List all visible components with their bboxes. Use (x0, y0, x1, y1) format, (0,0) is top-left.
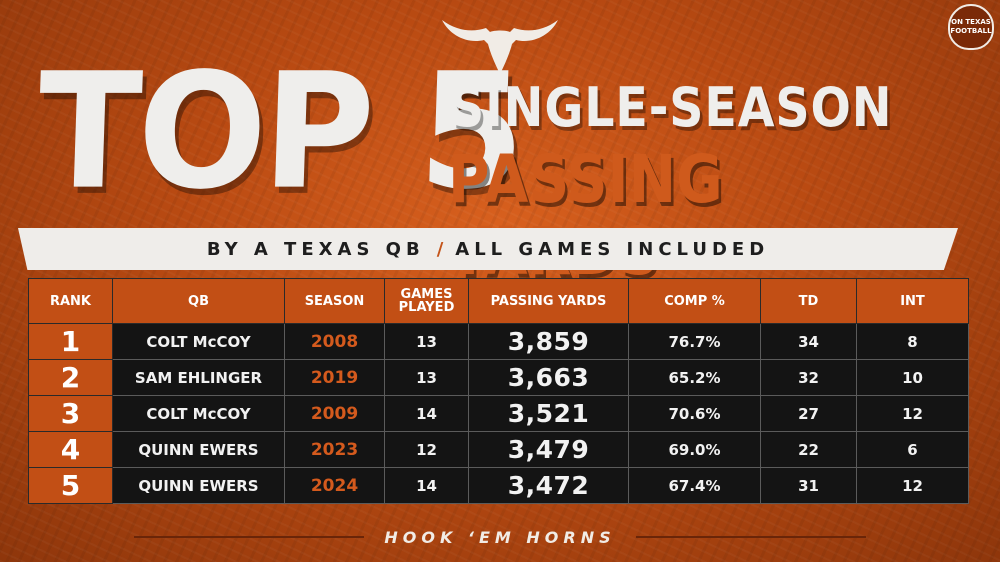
table-row: 4 QUINN EWERS 2023 12 3,479 69.0% 22 6 (28, 431, 969, 468)
subtitle-bar: BY A TEXAS QB / ALL GAMES INCLUDED (18, 228, 958, 270)
comp-cell: 76.7% (628, 323, 761, 360)
header-td: TD (760, 278, 857, 324)
qb-cell: SAM EHLINGER (112, 359, 285, 396)
yards-cell: 3,472 (468, 467, 629, 504)
int-cell: 12 (856, 467, 969, 504)
header-int: INT (856, 278, 969, 324)
games-cell: 14 (384, 467, 469, 504)
td-cell: 27 (760, 395, 857, 432)
games-cell: 13 (384, 359, 469, 396)
season-cell: 2009 (284, 395, 385, 432)
comp-cell: 69.0% (628, 431, 761, 468)
stats-table: RANK QB SEASON GAMES PLAYED PASSING YARD… (28, 278, 969, 504)
yards-cell: 3,859 (468, 323, 629, 360)
td-cell: 34 (760, 323, 857, 360)
qb-cell: QUINN EWERS (112, 467, 285, 504)
header-qb: QB (112, 278, 285, 324)
season-cell: 2023 (284, 431, 385, 468)
int-cell: 10 (856, 359, 969, 396)
rank-cell: 3 (28, 395, 113, 432)
qb-cell: QUINN EWERS (112, 431, 285, 468)
td-cell: 22 (760, 431, 857, 468)
rank-cell: 4 (28, 431, 113, 468)
games-cell: 14 (384, 395, 469, 432)
rank-cell: 1 (28, 323, 113, 360)
int-cell: 12 (856, 395, 969, 432)
longhorn-icon (442, 20, 558, 74)
games-cell: 12 (384, 431, 469, 468)
footer-text: HOOK ‘EM HORNS (384, 527, 616, 547)
title-line1: SINGLE-SEASON (450, 76, 893, 139)
brand-line1: ON TEXAS (951, 18, 991, 26)
int-cell: 8 (856, 323, 969, 360)
rank-cell: 2 (28, 359, 113, 396)
td-cell: 31 (760, 467, 857, 504)
footer: HOOK ‘EM HORNS (0, 526, 1000, 548)
season-cell: 2019 (284, 359, 385, 396)
footer-divider-left (134, 536, 365, 538)
table-header-row: RANK QB SEASON GAMES PLAYED PASSING YARD… (28, 278, 969, 324)
yards-cell: 3,663 (468, 359, 629, 396)
football-icon: ON TEXAS FOOTBALL (948, 4, 994, 50)
season-cell: 2024 (284, 467, 385, 504)
comp-cell: 67.4% (628, 467, 761, 504)
header-passing-yards: PASSING YARDS (468, 278, 629, 324)
footer-divider-right (635, 536, 866, 538)
yards-cell: 3,479 (468, 431, 629, 468)
rank-cell: 5 (28, 467, 113, 504)
qb-cell: COLT McCOY (112, 395, 285, 432)
header-games-played: GAMES PLAYED (384, 278, 469, 324)
header-comp-pct: COMP % (628, 278, 761, 324)
table-row: 1 COLT McCOY 2008 13 3,859 76.7% 34 8 (28, 323, 969, 360)
qb-cell: COLT McCOY (112, 323, 285, 360)
subtitle-right: ALL GAMES INCLUDED (455, 238, 770, 260)
comp-cell: 70.6% (628, 395, 761, 432)
comp-cell: 65.2% (628, 359, 761, 396)
brand-line2: FOOTBALL (950, 27, 992, 35)
brand-logo: ON TEXAS FOOTBALL (946, 4, 996, 54)
subtitle-separator: / (436, 238, 444, 260)
subtitle-left: BY A TEXAS QB (206, 238, 425, 260)
yards-cell: 3,521 (468, 395, 629, 432)
header-rank: RANK (28, 278, 113, 324)
header-season: SEASON (284, 278, 385, 324)
season-cell: 2008 (284, 323, 385, 360)
table-row: 3 COLT McCOY 2009 14 3,521 70.6% 27 12 (28, 395, 969, 432)
td-cell: 32 (760, 359, 857, 396)
table-row: 5 QUINN EWERS 2024 14 3,472 67.4% 31 12 (28, 467, 969, 504)
int-cell: 6 (856, 431, 969, 468)
table-row: 2 SAM EHLINGER 2019 13 3,663 65.2% 32 10 (28, 359, 969, 396)
games-cell: 13 (384, 323, 469, 360)
